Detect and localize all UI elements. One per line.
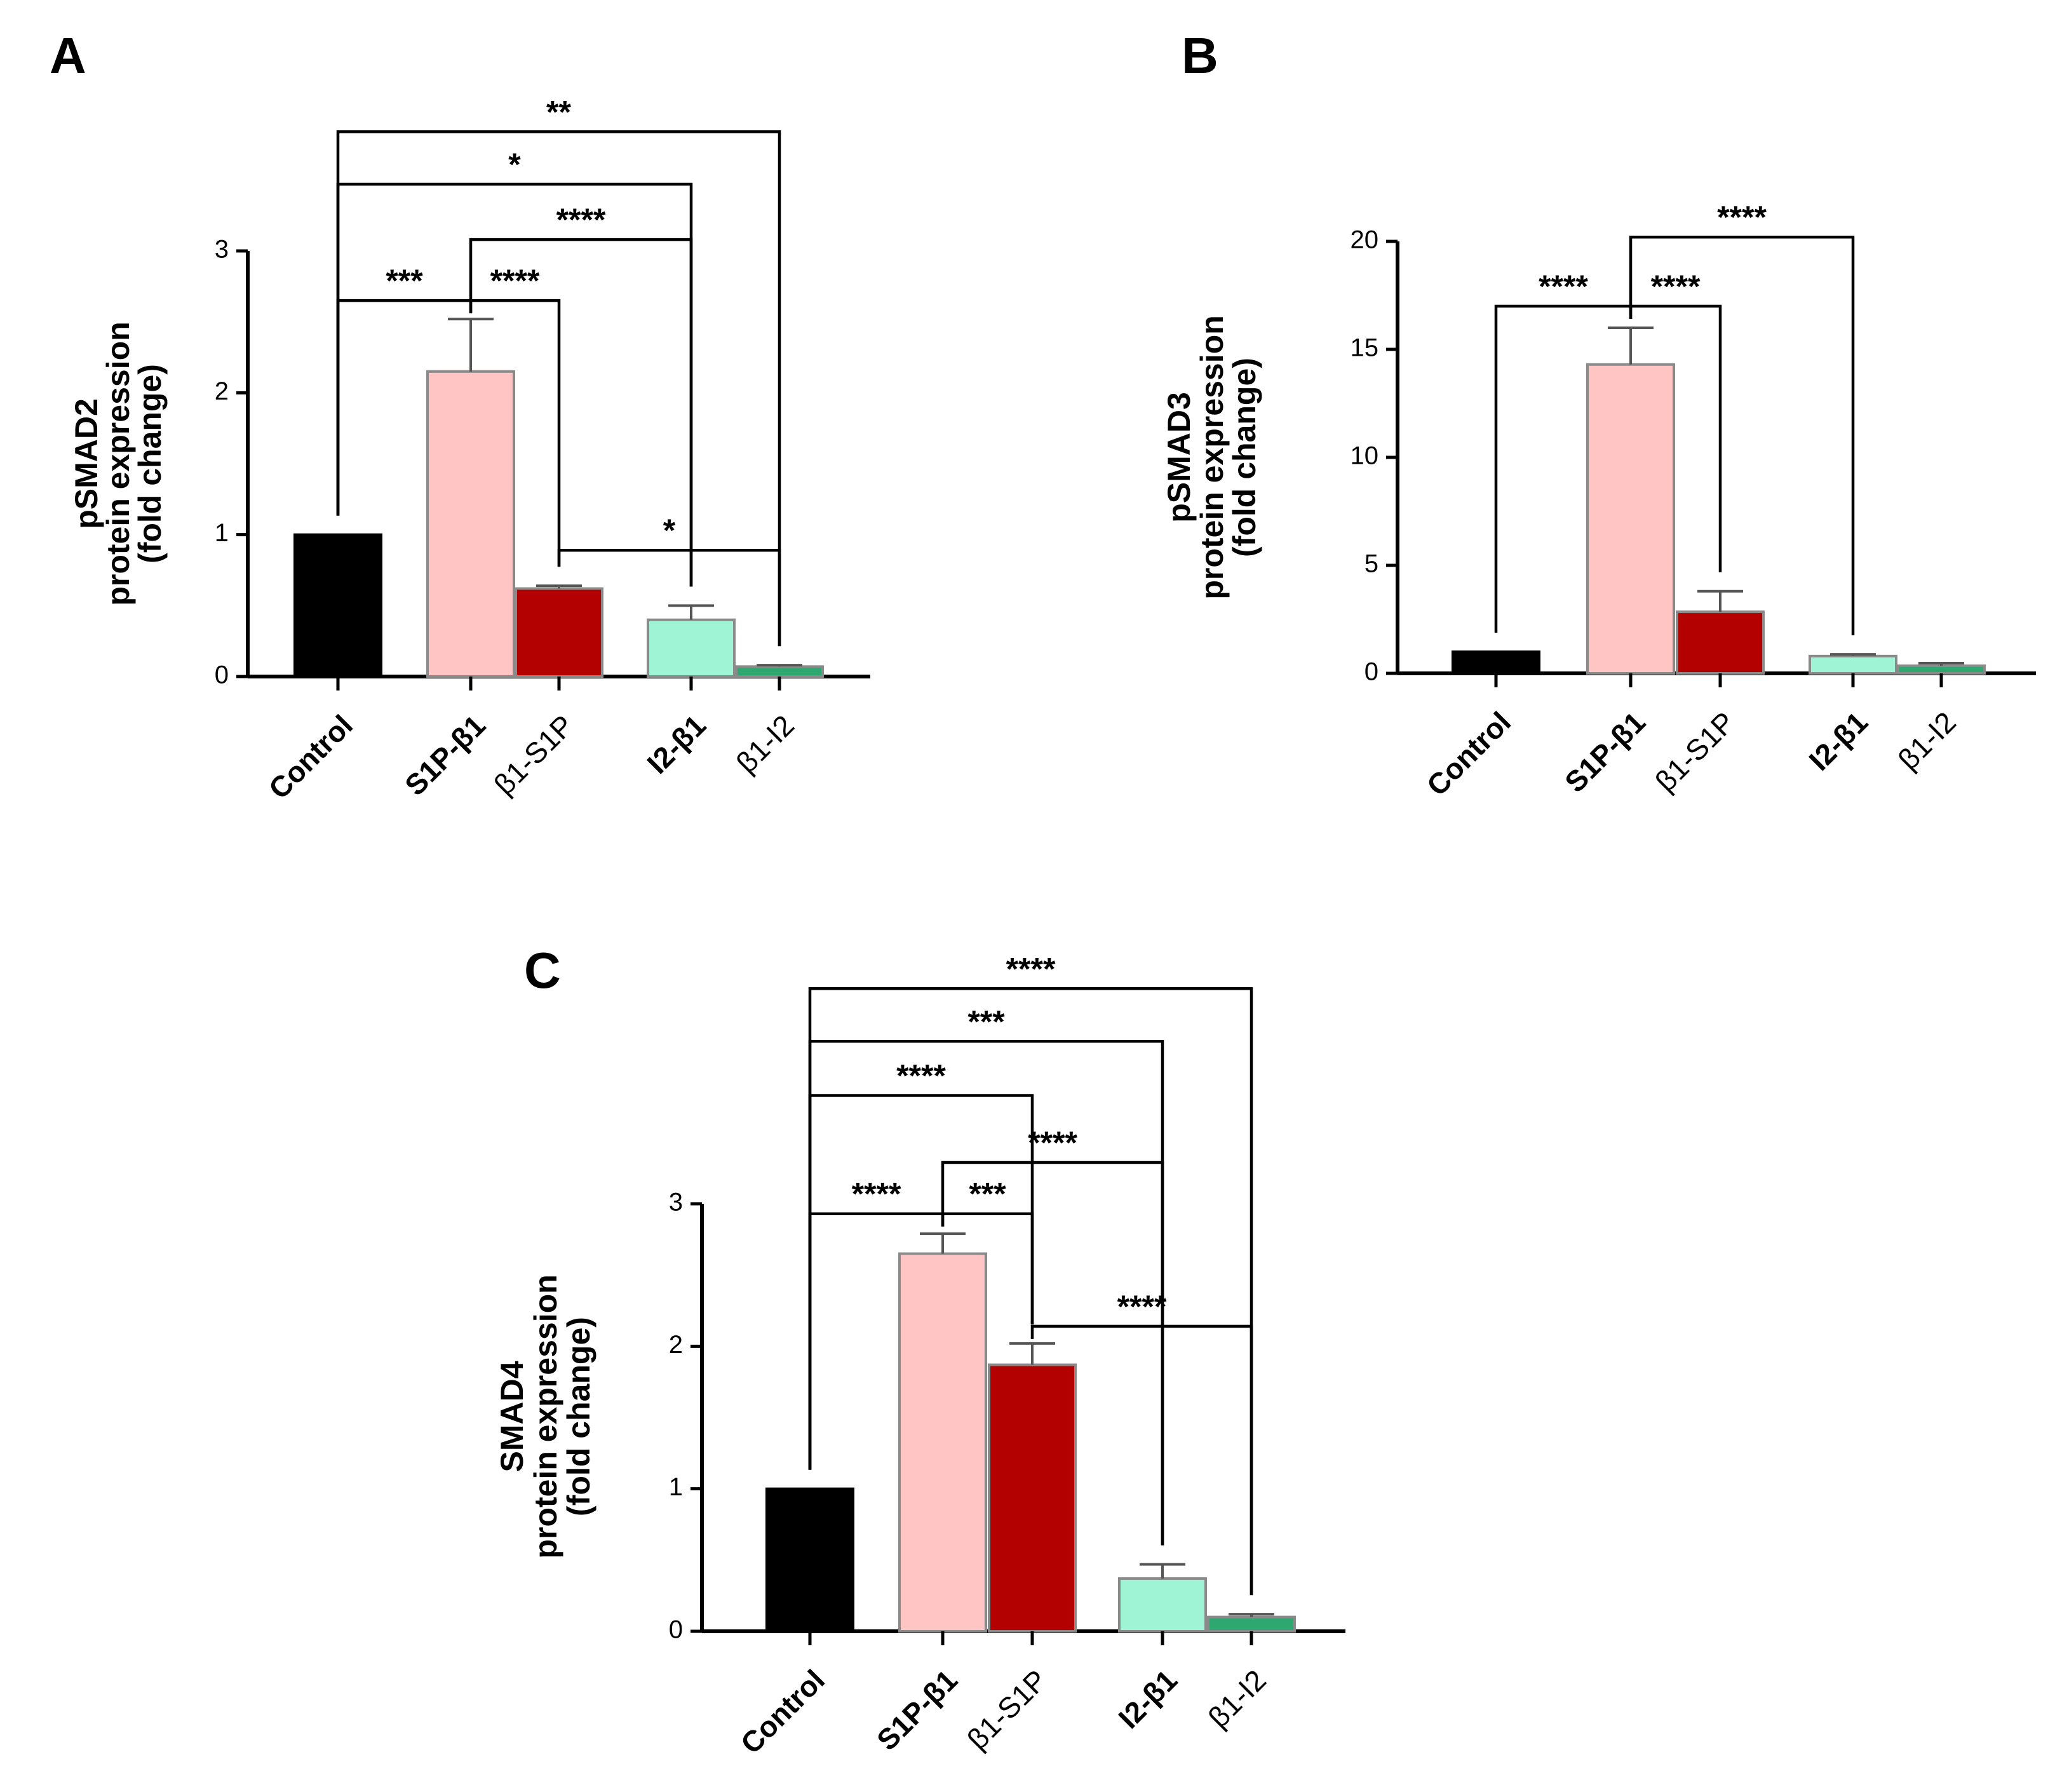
x-category-label: β1-I2 [1892,705,1963,776]
bar [426,370,515,678]
bar [1809,654,1897,675]
bar [1452,650,1540,675]
significance-label: *** [967,1004,1005,1039]
significance-label: **** [1717,199,1767,235]
significance-label: **** [490,263,540,299]
significance-bracket [1629,235,1855,636]
significance-label: * [663,513,676,548]
significance-label: **** [556,202,606,238]
bar [988,1363,1077,1633]
bar [1897,664,1986,675]
y-axis-title: SMAD4 [494,1361,530,1472]
x-category-label: β1-S1P [487,708,580,801]
significance-label: *** [969,1176,1006,1212]
y-tick-label: 15 [1351,334,1379,362]
bar [765,1487,854,1633]
y-axis-title: pSMAD3 [1161,392,1197,523]
y-tick-label: 0 [1364,658,1378,686]
y-tick-label: 1 [669,1473,683,1501]
x-category-label: β1-I2 [730,708,801,779]
y-axis-title: pSMAD2 [69,398,104,529]
y-tick-label: 2 [215,377,229,405]
significance-label: *** [386,263,423,299]
bar [735,665,824,678]
significance-label: ** [546,94,571,130]
panel-letter: C [524,942,561,999]
y-axis-title: protein expression [528,1274,563,1558]
bar [1676,610,1765,675]
significance-label: **** [1117,1289,1167,1324]
significance-label: * [508,147,521,182]
significance-label: **** [1539,269,1588,304]
significance-label: **** [896,1058,946,1094]
y-tick-label: 0 [669,1616,683,1644]
bar [515,587,603,678]
y-tick-label: 3 [215,236,229,264]
y-tick-label: 3 [669,1189,683,1216]
y-axis-title: (fold change) [1227,358,1262,557]
bar [647,618,736,678]
y-axis-title: protein expression [1194,315,1230,599]
y-tick-label: 5 [1364,550,1378,578]
bar [1207,1615,1296,1633]
x-category-label: S1P-β1 [1558,705,1652,798]
x-category-label: I2-β1 [1802,705,1874,777]
significance-label: **** [1006,951,1056,987]
y-tick-label: 2 [669,1331,683,1359]
significance-bracket [1629,304,1722,572]
y-tick-label: 0 [215,661,229,689]
y-tick-label: 10 [1351,442,1379,470]
y-tick-label: 1 [215,519,229,547]
x-category-label: I2-β1 [1112,1663,1183,1735]
bar [1118,1577,1207,1633]
significance-bracket [336,130,781,647]
significance-label: **** [852,1176,901,1212]
x-category-label: Control [1420,705,1517,802]
panel-letter: A [50,27,86,84]
bar [898,1252,987,1633]
x-category-label: β1-I2 [1202,1663,1273,1734]
x-category-label: S1P-β1 [398,708,492,802]
x-category-label: Control [262,708,359,805]
x-category-label: β1-S1P [1648,705,1741,798]
significance-bracket [1030,1324,1253,1596]
x-category-label: S1P-β1 [870,1663,964,1756]
significance-label: **** [1651,269,1701,304]
significance-bracket [557,548,781,647]
significance-bracket [469,299,561,567]
bar [1586,363,1675,675]
x-category-label: β1-S1P [960,1663,1053,1756]
x-category-label: I2-β1 [640,708,712,780]
x-category-label: Control [734,1663,831,1760]
y-axis-title: (fold change) [561,1317,596,1516]
significance-label: **** [1028,1125,1077,1161]
y-tick-label: 20 [1351,226,1379,254]
y-axis-title: (fold change) [132,364,168,563]
bar [293,533,382,678]
y-axis-title: protein expression [100,321,136,605]
panel-letter: B [1182,27,1218,84]
significance-bracket [808,987,1253,1596]
